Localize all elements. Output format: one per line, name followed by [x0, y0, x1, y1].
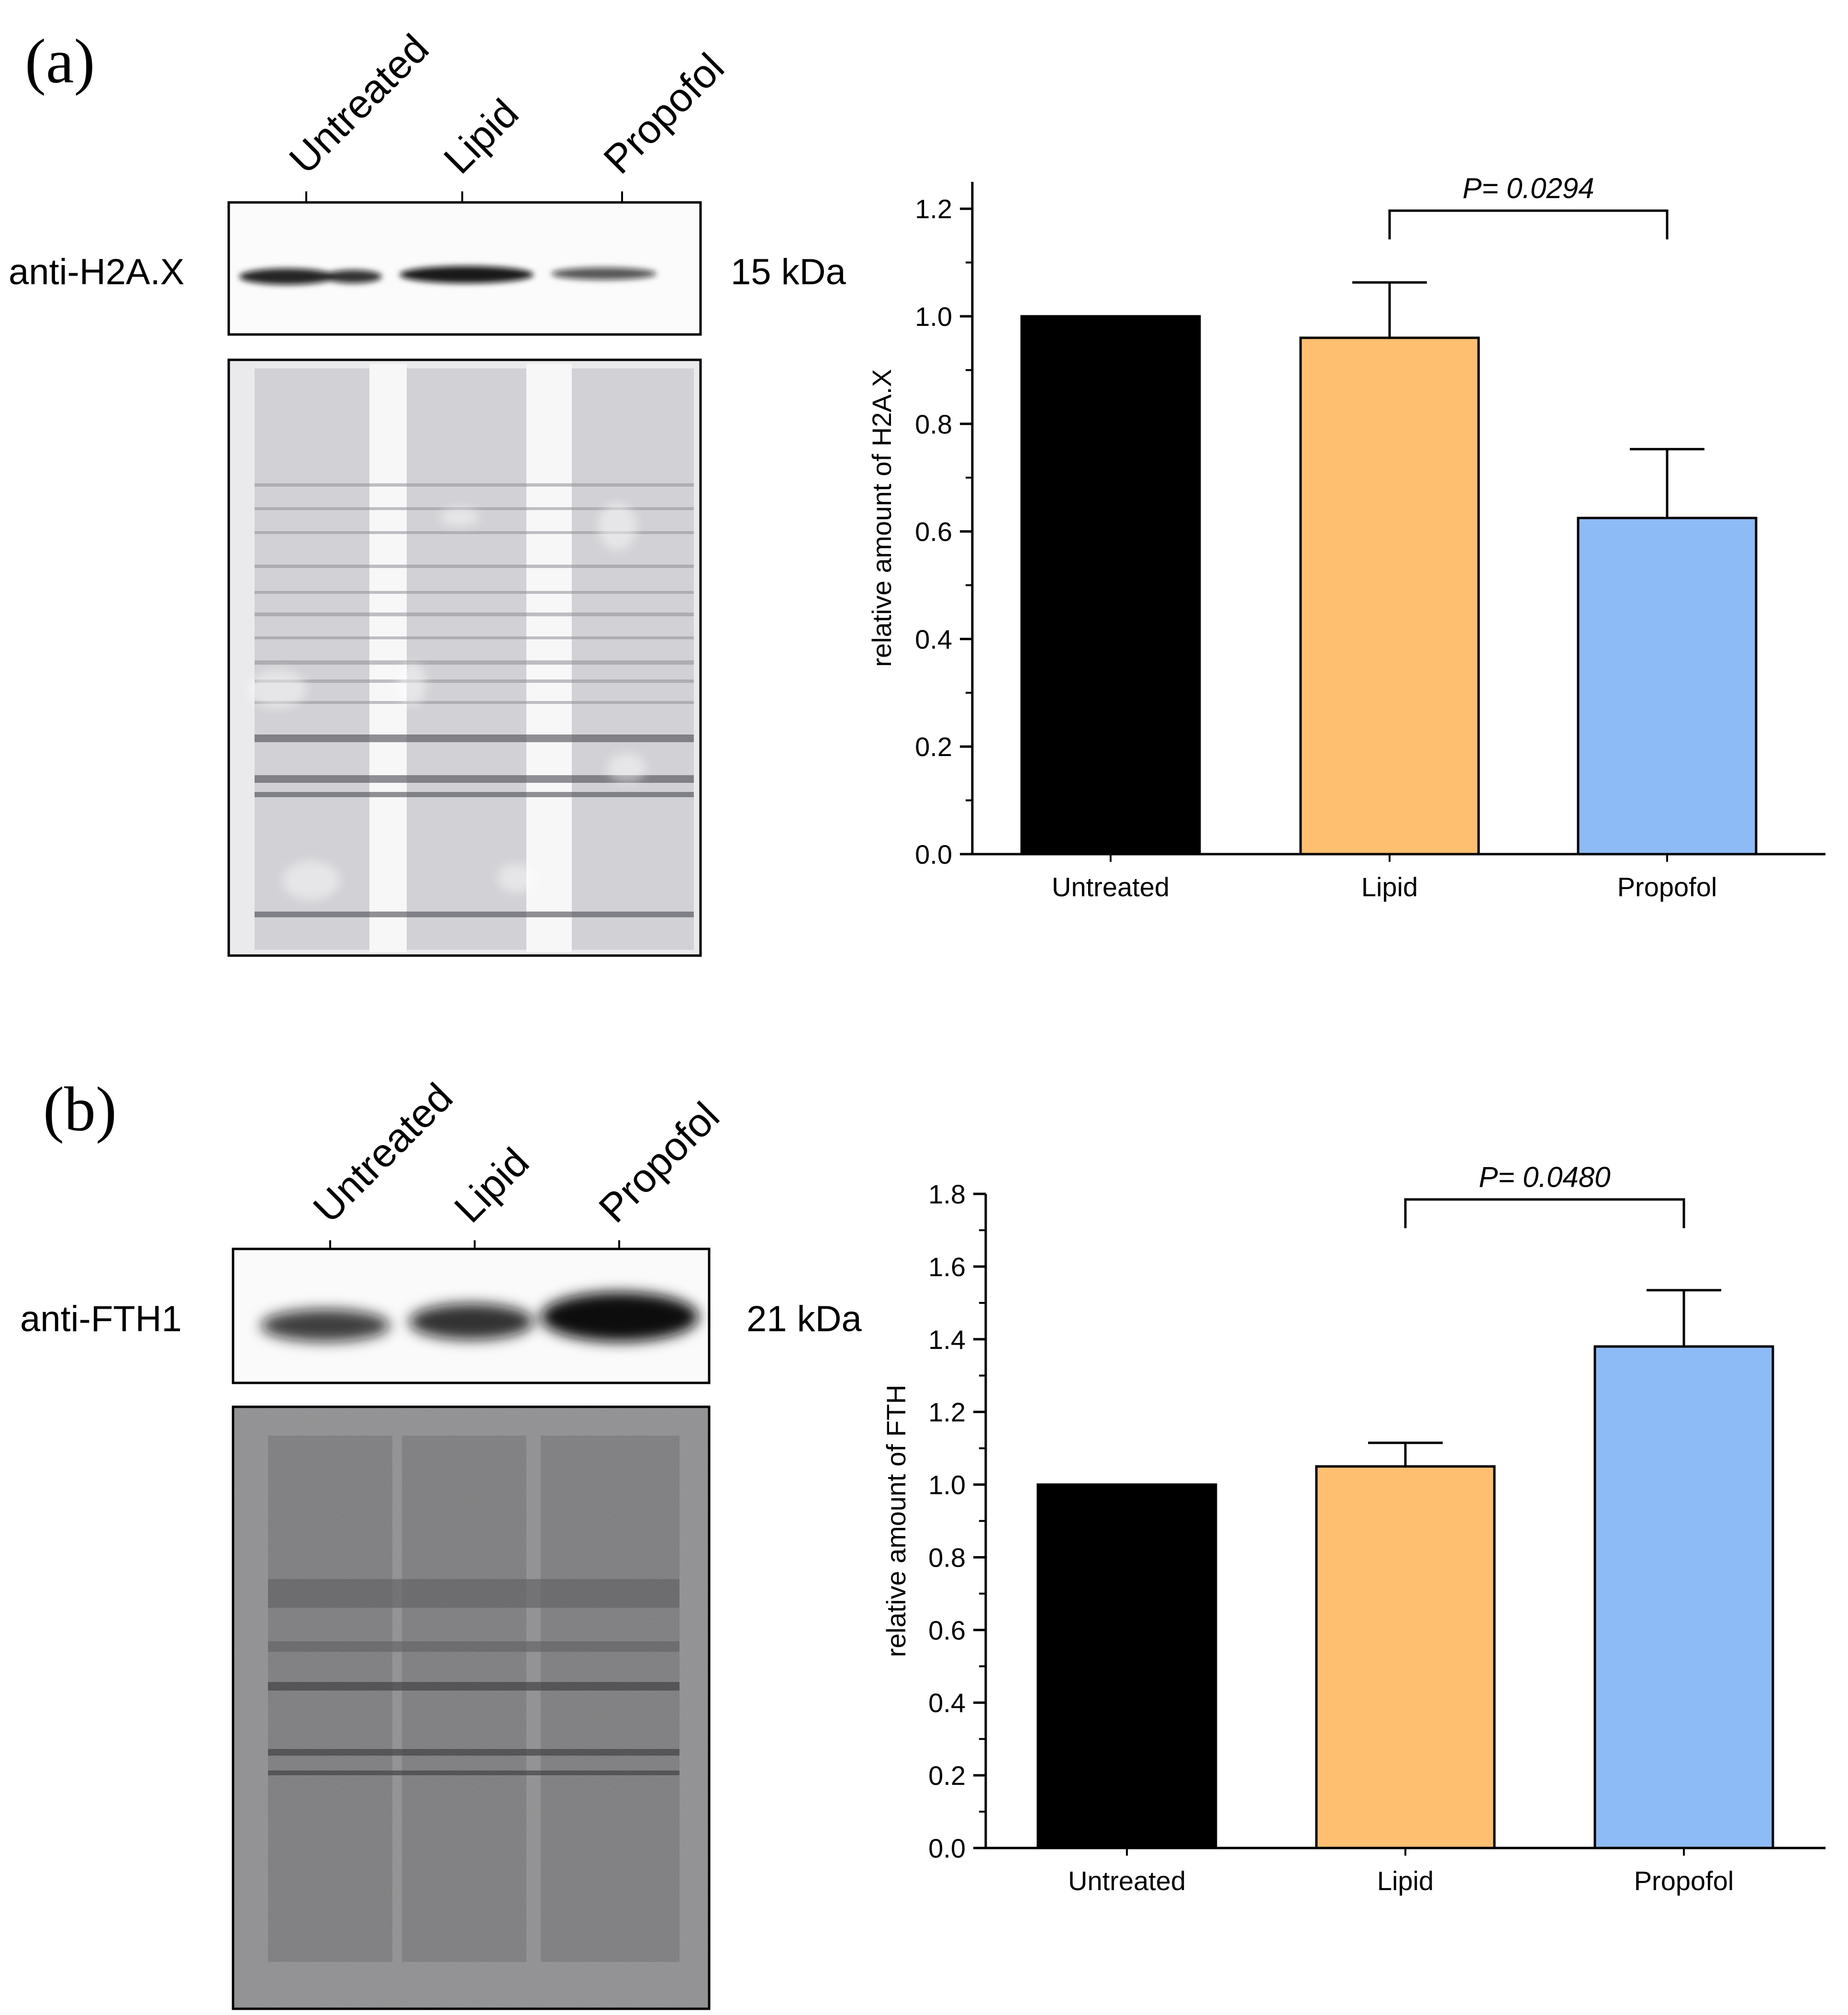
panel-a-lane-ticks	[305, 191, 623, 203]
chart-b-y-tick-label: 1.8	[928, 1179, 966, 1209]
chart-b-y-tick-label: 0.2	[928, 1760, 966, 1791]
chart-b-y-tick-label: 1.6	[928, 1252, 966, 1282]
chart-a-y-axis-label: relative amount of H2A.X	[867, 369, 897, 667]
chart-a-p-value-label: P= 0.0294	[1462, 172, 1594, 204]
panel-a-antibody-label: anti-H2A.X	[9, 252, 185, 292]
panel-b-loading-control	[232, 1405, 711, 2010]
panel-a-lane-label-lipid: Lipid	[435, 90, 527, 182]
panel-a-label: (a)	[25, 26, 95, 96]
chart-b-significance-bracket	[1404, 1198, 1685, 1228]
chart-b-x-tick-label-untreated: Untreated	[1068, 1866, 1186, 1896]
chart-a-y-tick-label: 1.0	[915, 301, 952, 332]
panel-a-lane-labels: Untreated Lipid Propofol	[280, 25, 733, 182]
chart-b-bar-lipid	[1315, 1465, 1496, 1849]
panel-b-antibody-label: anti-FTH1	[20, 1299, 182, 1339]
chart-b-p-value-label: P= 0.0480	[1479, 1161, 1610, 1193]
chart-a-y-tick-label: 0.8	[915, 409, 952, 439]
chart-b-y-tick-label: 0.8	[928, 1542, 966, 1572]
chart-a-significance-bracket	[1388, 209, 1669, 240]
chart-a-bar-lipid	[1299, 336, 1480, 856]
panel-b-lane-label-lipid: Lipid	[445, 1139, 537, 1231]
panel-b-label: (b)	[43, 1074, 117, 1144]
chart-a-x-tick-label-lipid: Lipid	[1361, 872, 1418, 902]
chart-a-x-tick-label-propofol: Propofol	[1617, 872, 1717, 902]
chart-b-y-tick-label: 0.4	[928, 1688, 966, 1718]
chart-b-y-tick-label: 0.6	[928, 1615, 966, 1645]
chart-a-y-tick-label: 0.0	[915, 839, 952, 869]
panel-b-lane-labels: Untreated Lipid Propofol	[304, 1074, 728, 1231]
chart-a-y-tick-label: 0.2	[915, 732, 952, 762]
chart-b-y-axis-label: relative amount of FTH	[881, 1385, 911, 1658]
chart-b: 0.0 0.2 0.4 0.6 0.8 1.0 1.2 1.4 1.6 1.8 relative a…	[881, 1161, 1826, 1896]
chart-b-y-tick-label: 1.2	[928, 1397, 966, 1427]
chart-a-y-tick-label: 1.2	[915, 194, 952, 224]
panel-b: (b) Untreated Lipid Propofol anti-FTH1 2…	[20, 1074, 862, 2010]
panel-b-size-label: 21 kDa	[746, 1299, 862, 1339]
panel-b-lane-label-propofol: Propofol	[590, 1093, 728, 1231]
panel-a-size-label: 15 kDa	[731, 252, 846, 292]
panel-b-blot-strip	[232, 1247, 711, 1384]
chart-a-bar-untreated	[1020, 315, 1201, 856]
chart-b-y-tick-label: 1.4	[928, 1325, 966, 1355]
chart-a-y-tick-label: 0.6	[915, 517, 952, 547]
chart-a-bar-propofol	[1577, 517, 1758, 856]
chart-b-x-tick-label-propofol: Propofol	[1634, 1866, 1734, 1896]
panel-a-lane-label-propofol: Propofol	[595, 45, 733, 182]
chart-a-x-tick-label-untreated: Untreated	[1052, 872, 1169, 902]
panel-a-lane-label-untreated: Untreated	[280, 25, 437, 182]
panel-b-lane-label-untreated: Untreated	[304, 1074, 461, 1231]
chart-b-bar-untreated	[1036, 1483, 1217, 1849]
panel-a-blot-strip	[227, 201, 702, 336]
chart-b-y-tick-label: 1.0	[928, 1470, 966, 1500]
chart-b-y-tick-label: 0.0	[928, 1833, 966, 1863]
chart-b-bar-propofol	[1593, 1345, 1774, 1849]
chart-a: 0.0 0.2 0.4 0.6 0.8 1.0 1.2 relative amount of …	[867, 172, 1826, 902]
chart-b-x-tick-label-lipid: Lipid	[1377, 1866, 1434, 1896]
panel-a: (a) Untreated Lipid Propofol anti-H2A.X …	[9, 25, 846, 957]
chart-a-y-tick-label: 0.4	[915, 624, 952, 654]
panel-a-loading-control	[227, 358, 702, 957]
